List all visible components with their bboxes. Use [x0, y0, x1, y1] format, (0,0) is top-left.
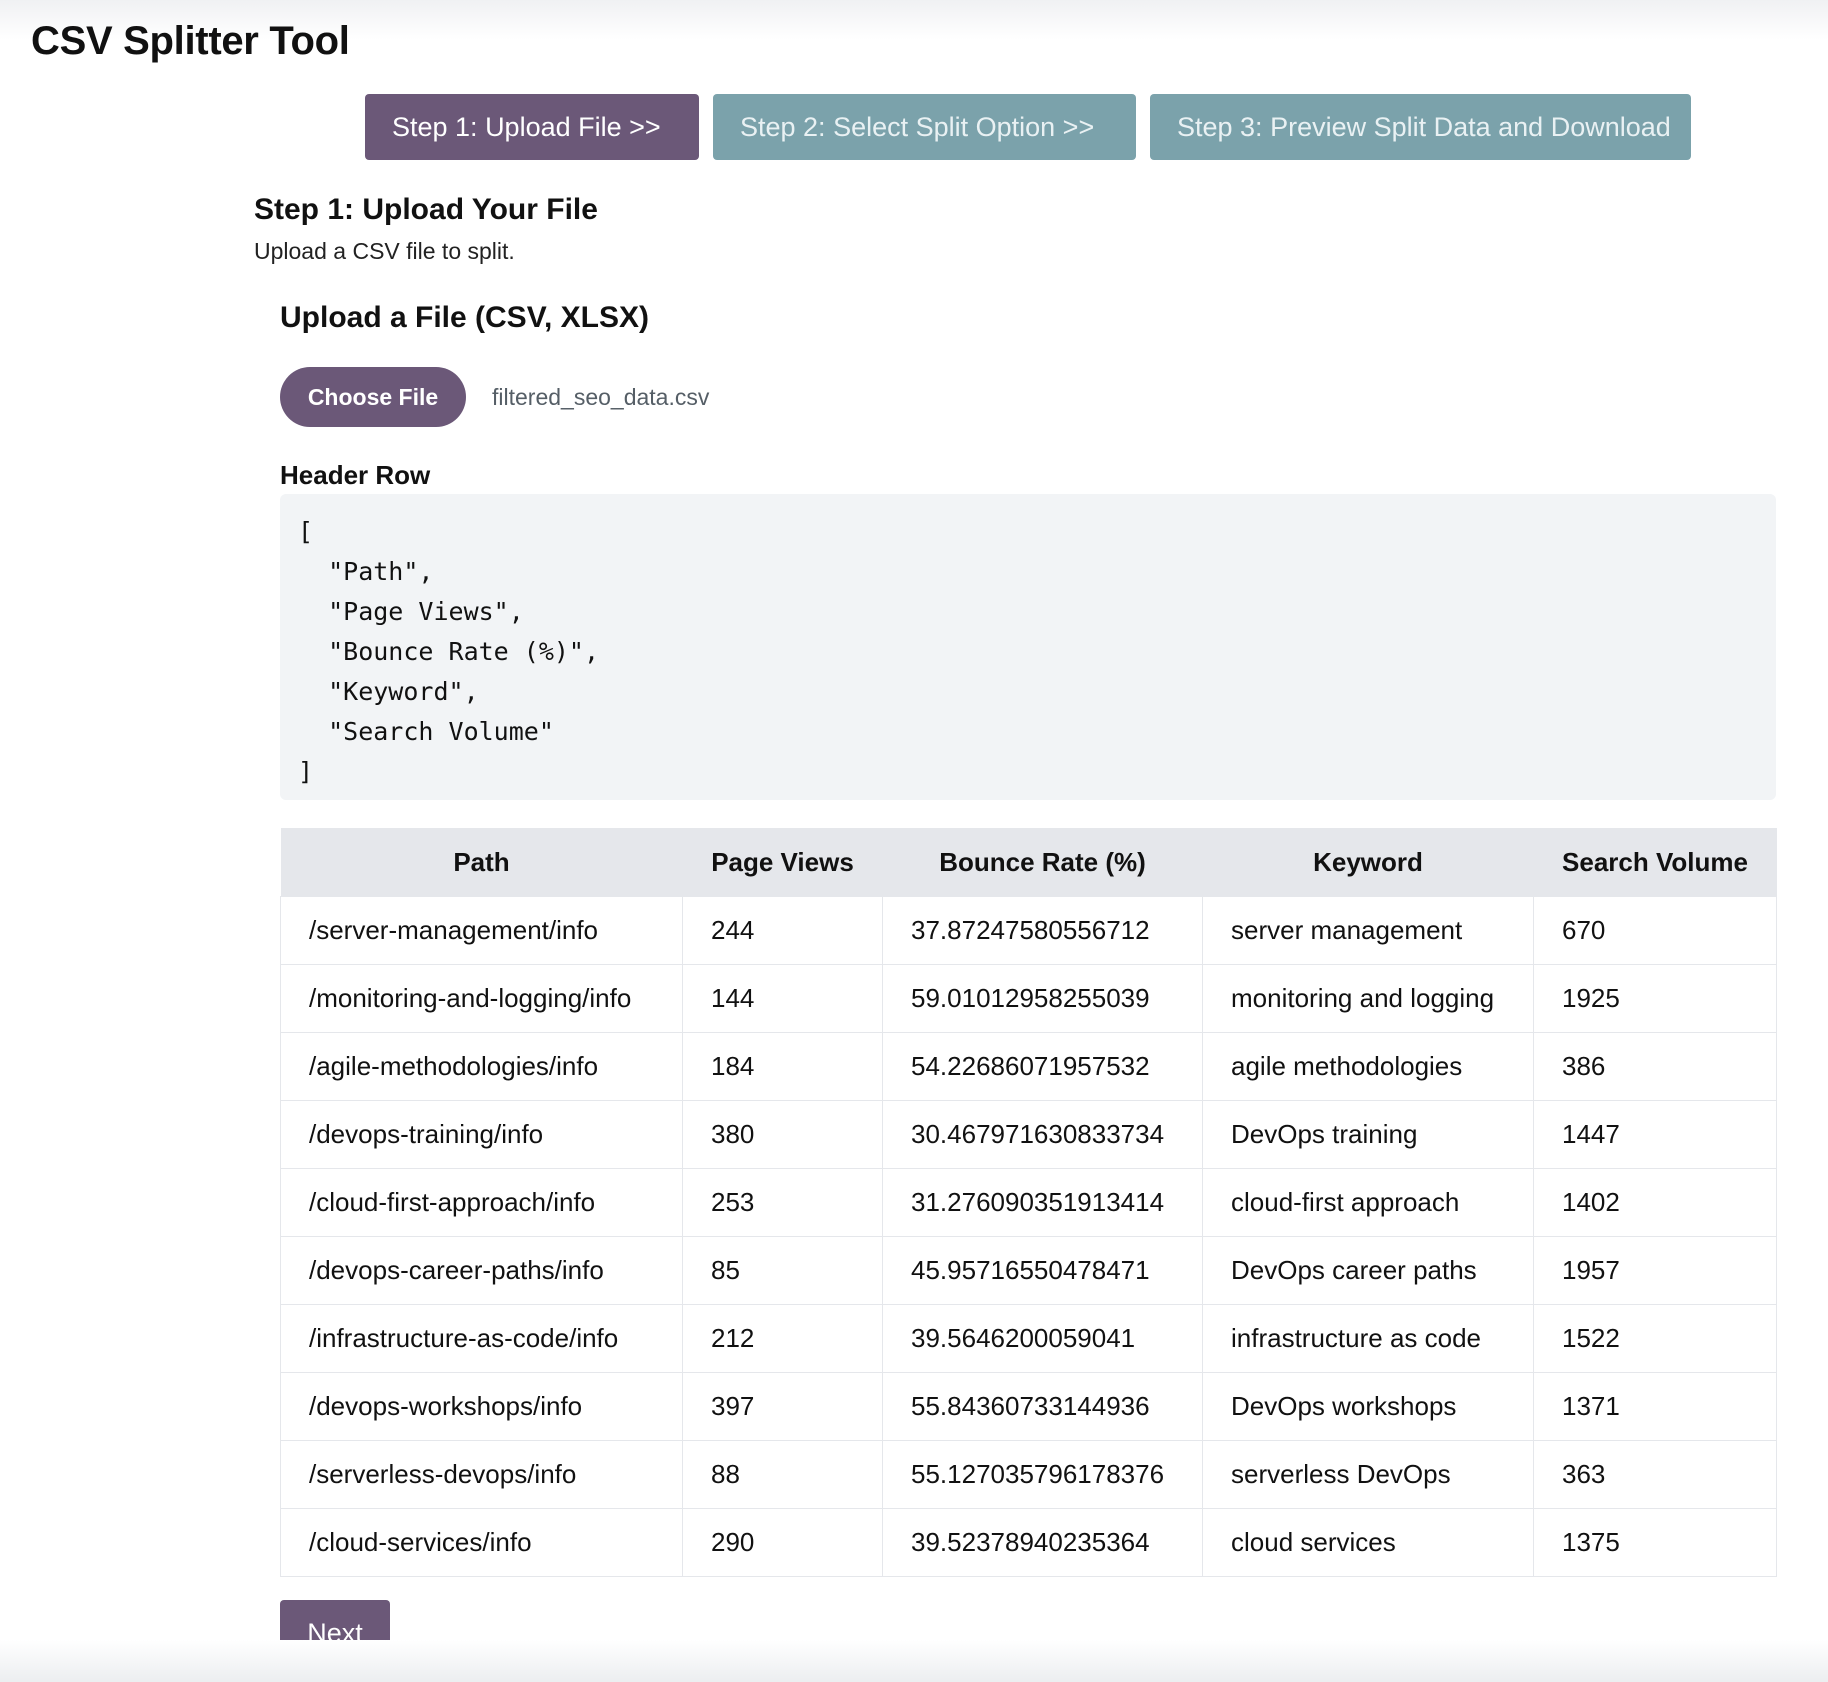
cell-page-views: 244: [682, 896, 883, 965]
cell-page-views: 290: [682, 1508, 883, 1577]
cell-keyword: server management: [1202, 896, 1534, 965]
table-row: /serverless-devops/info 88 55.1270357961…: [280, 1440, 1777, 1509]
tab-step-1-upload[interactable]: Step 1: Upload File >>: [365, 94, 699, 160]
cell-page-views: 253: [682, 1168, 883, 1237]
selected-file-name: filtered_seo_data.csv: [492, 384, 710, 410]
cell-bounce-rate: 55.127035796178376: [882, 1440, 1203, 1509]
column-header-page-views: Page Views: [682, 828, 883, 897]
cell-page-views: 85: [682, 1236, 883, 1305]
cell-bounce-rate: 45.95716550478471: [882, 1236, 1203, 1305]
cell-path: /cloud-first-approach/info: [280, 1168, 683, 1237]
cell-keyword: serverless DevOps: [1202, 1440, 1534, 1509]
cell-keyword: monitoring and logging: [1202, 964, 1534, 1033]
choose-file-button[interactable]: Choose File: [280, 367, 466, 427]
cell-path: /devops-workshops/info: [280, 1372, 683, 1441]
cell-page-views: 212: [682, 1304, 883, 1373]
top-shade: [0, 0, 1828, 40]
cell-path: /devops-training/info: [280, 1100, 683, 1169]
cell-path: /serverless-devops/info: [280, 1440, 683, 1509]
table-row: /server-management/info 244 37.872475805…: [280, 896, 1777, 965]
column-header-path: Path: [280, 828, 683, 897]
cell-search-volume: 1375: [1533, 1508, 1777, 1577]
cell-keyword: DevOps career paths: [1202, 1236, 1534, 1305]
table-row: /devops-workshops/info 397 55.8436073314…: [280, 1372, 1777, 1441]
cell-search-volume: 1925: [1533, 964, 1777, 1033]
preview-table: Path Page Views Bounce Rate (%) Keyword …: [280, 828, 1777, 1577]
table-row: /devops-training/info 380 30.46797163083…: [280, 1100, 1777, 1169]
cell-page-views: 380: [682, 1100, 883, 1169]
cell-search-volume: 386: [1533, 1032, 1777, 1101]
header-row-json: [ "Path", "Page Views", "Bounce Rate (%)…: [280, 494, 1776, 800]
cell-search-volume: 1402: [1533, 1168, 1777, 1237]
cell-page-views: 144: [682, 964, 883, 1033]
cell-keyword: DevOps workshops: [1202, 1372, 1534, 1441]
cell-bounce-rate: 55.84360733144936: [882, 1372, 1203, 1441]
tab-step-3-preview-download[interactable]: Step 3: Preview Split Data and Download: [1150, 94, 1691, 160]
cell-bounce-rate: 59.01012958255039: [882, 964, 1203, 1033]
cell-search-volume: 363: [1533, 1440, 1777, 1509]
table-row: /cloud-first-approach/info 253 31.276090…: [280, 1168, 1777, 1237]
section-title: Step 1: Upload Your File: [254, 193, 598, 226]
cell-bounce-rate: 39.52378940235364: [882, 1508, 1203, 1577]
cell-bounce-rate: 37.87247580556712: [882, 896, 1203, 965]
header-row-label: Header Row: [280, 460, 431, 490]
cell-path: /agile-methodologies/info: [280, 1032, 683, 1101]
upload-title: Upload a File (CSV, XLSX): [280, 301, 649, 334]
table-row: /infrastructure-as-code/info 212 39.5646…: [280, 1304, 1777, 1373]
table-row: /agile-methodologies/info 184 54.2268607…: [280, 1032, 1777, 1101]
cell-page-views: 184: [682, 1032, 883, 1101]
cell-keyword: cloud services: [1202, 1508, 1534, 1577]
cell-search-volume: 1371: [1533, 1372, 1777, 1441]
step-navigation: Step 1: Upload File >> Step 2: Select Sp…: [365, 94, 1691, 160]
cell-path: /devops-career-paths/info: [280, 1236, 683, 1305]
cell-bounce-rate: 54.22686071957532: [882, 1032, 1203, 1101]
column-header-keyword: Keyword: [1202, 828, 1534, 897]
cell-search-volume: 1447: [1533, 1100, 1777, 1169]
tab-step-2-select-split[interactable]: Step 2: Select Split Option >>: [713, 94, 1136, 160]
table-row: /cloud-services/info 290 39.523789402353…: [280, 1508, 1777, 1577]
cell-keyword: agile methodologies: [1202, 1032, 1534, 1101]
app-title: CSV Splitter Tool: [31, 19, 350, 63]
table-row: /devops-career-paths/info 85 45.95716550…: [280, 1236, 1777, 1305]
cell-keyword: cloud-first approach: [1202, 1168, 1534, 1237]
bottom-shade: [0, 1640, 1828, 1682]
table-row: /monitoring-and-logging/info 144 59.0101…: [280, 964, 1777, 1033]
cell-search-volume: 670: [1533, 896, 1777, 965]
cell-bounce-rate: 39.5646200059041: [882, 1304, 1203, 1373]
cell-search-volume: 1522: [1533, 1304, 1777, 1373]
cell-path: /monitoring-and-logging/info: [280, 964, 683, 1033]
cell-bounce-rate: 31.276090351913414: [882, 1168, 1203, 1237]
cell-keyword: infrastructure as code: [1202, 1304, 1534, 1373]
cell-path: /infrastructure-as-code/info: [280, 1304, 683, 1373]
cell-path: /cloud-services/info: [280, 1508, 683, 1577]
cell-search-volume: 1957: [1533, 1236, 1777, 1305]
cell-page-views: 88: [682, 1440, 883, 1509]
section-subtitle: Upload a CSV file to split.: [254, 238, 515, 264]
table-header-row: Path Page Views Bounce Rate (%) Keyword …: [280, 828, 1777, 897]
column-header-search-volume: Search Volume: [1533, 828, 1777, 897]
cell-page-views: 397: [682, 1372, 883, 1441]
cell-keyword: DevOps training: [1202, 1100, 1534, 1169]
cell-bounce-rate: 30.467971630833734: [882, 1100, 1203, 1169]
column-header-bounce-rate: Bounce Rate (%): [882, 828, 1203, 897]
cell-path: /server-management/info: [280, 896, 683, 965]
